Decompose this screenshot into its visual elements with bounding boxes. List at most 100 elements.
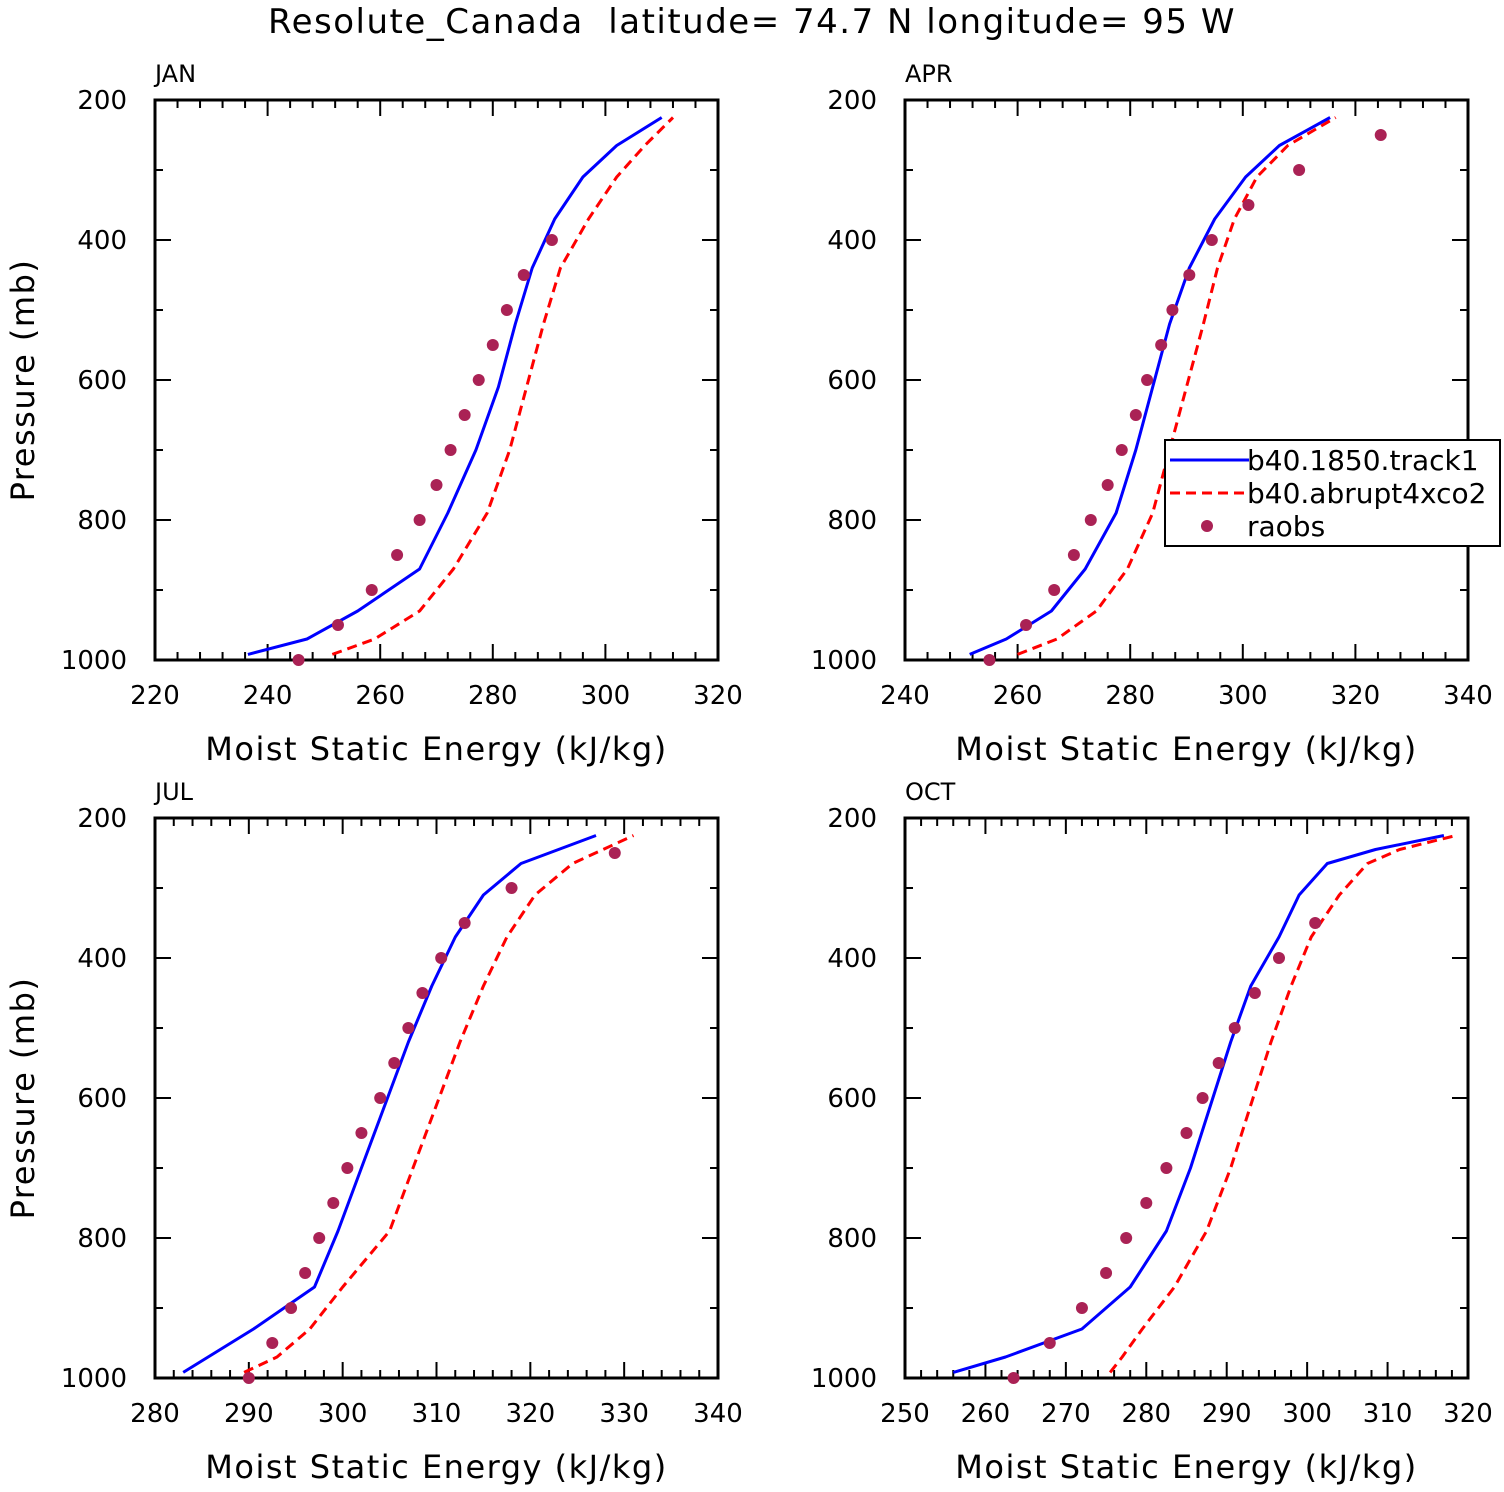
raobs-point xyxy=(1115,444,1128,456)
raobs-point xyxy=(374,1092,387,1104)
y-tick-label: 200 xyxy=(827,804,877,834)
raobs-point xyxy=(292,654,305,666)
x-tick-label: 320 xyxy=(1443,1399,1493,1429)
abrupt-line xyxy=(331,116,675,656)
raobs-point xyxy=(1100,1267,1113,1279)
raobs-point xyxy=(327,1197,340,1209)
raobs-point xyxy=(458,409,471,421)
panel-apr: 240 260 280 300 320 340 200 400 600 800 1000 Moist … xyxy=(811,86,1501,768)
x-tick-label: 260 xyxy=(961,1399,1011,1429)
raobs-point xyxy=(242,1372,255,1384)
x-tick-label: 330 xyxy=(599,1399,649,1429)
y-tick-label: 1000 xyxy=(61,1364,127,1394)
raobs-point xyxy=(266,1337,279,1349)
raobs-point xyxy=(299,1267,312,1279)
x-tick-label: 270 xyxy=(1041,1399,1091,1429)
raobs-point xyxy=(435,952,448,964)
y-tick-label: 600 xyxy=(77,366,127,396)
y-axis-label: Pressure (mb) xyxy=(4,977,42,1220)
x-tick-label: 300 xyxy=(1282,1399,1332,1429)
x-tick-label: 300 xyxy=(318,1399,368,1429)
raobs-point xyxy=(1075,1302,1088,1314)
x-axis-label: Moist Static Energy (kJ/kg) xyxy=(955,730,1417,768)
y-tick-label: 1000 xyxy=(61,646,127,676)
raobs-point xyxy=(1101,479,1114,491)
y-tick-label: 800 xyxy=(827,506,877,536)
x-tick-label: 340 xyxy=(693,1399,743,1429)
raobs-legend-marker xyxy=(1201,520,1213,532)
raobs-point xyxy=(500,304,513,316)
legend-label: raobs xyxy=(1247,510,1325,543)
raobs-point xyxy=(1067,549,1080,561)
x-tick-label: 320 xyxy=(693,681,743,711)
x-tick-label: 220 xyxy=(130,681,180,711)
y-tick-label: 400 xyxy=(827,226,877,256)
raobs-point xyxy=(388,1057,401,1069)
x-tick-label: 310 xyxy=(412,1399,462,1429)
raobs-point xyxy=(1141,374,1154,386)
y-tick-label: 1000 xyxy=(811,646,877,676)
raobs-point xyxy=(1242,199,1255,211)
raobs-point xyxy=(458,917,471,929)
x-tick-label: 240 xyxy=(243,681,293,711)
x-tick-label: 300 xyxy=(1218,681,1268,711)
raobs-point xyxy=(1048,584,1061,596)
plot-frame xyxy=(903,98,1470,662)
x-tick-label: 280 xyxy=(130,1399,180,1429)
raobs-point xyxy=(1166,304,1179,316)
raobs-point xyxy=(1155,339,1168,351)
raobs-point xyxy=(1007,1372,1020,1384)
y-tick-label: 800 xyxy=(827,1224,877,1254)
x-axis-label: Moist Static Energy (kJ/kg) xyxy=(205,1448,667,1486)
raobs-point xyxy=(444,444,457,456)
raobs-point xyxy=(1020,619,1033,631)
y-tick-label: 600 xyxy=(827,1084,877,1114)
raobs-point xyxy=(355,1127,368,1139)
x-axis-label: Moist Static Energy (kJ/kg) xyxy=(205,730,667,768)
plot-frame xyxy=(153,816,720,1380)
raobs-point xyxy=(486,339,499,351)
panel-jan: 220 240 260 280 300 320 200 400 600 800 1000 Moist … xyxy=(4,86,743,768)
panel-label-apr: APR xyxy=(905,60,953,88)
raobs-point xyxy=(1272,952,1285,964)
raobs-point xyxy=(1183,269,1196,281)
x-axis-label: Moist Static Energy (kJ/kg) xyxy=(955,1448,1417,1486)
y-tick-label: 600 xyxy=(827,366,877,396)
raobs-point xyxy=(1248,987,1261,999)
raobs-point xyxy=(1205,234,1218,246)
abrupt-line xyxy=(1017,116,1337,656)
raobs-point xyxy=(1196,1092,1209,1104)
raobs-point xyxy=(983,654,996,666)
x-tick-label: 320 xyxy=(506,1399,556,1429)
x-tick-label: 300 xyxy=(581,681,631,711)
x-tick-label: 260 xyxy=(355,681,405,711)
y-tick-label: 1000 xyxy=(811,1364,877,1394)
raobs-point xyxy=(365,584,378,596)
raobs-point xyxy=(505,882,518,894)
y-tick-label: 400 xyxy=(77,944,127,974)
raobs-point xyxy=(1140,1197,1153,1209)
raobs-point xyxy=(1180,1127,1193,1139)
x-tick-label: 280 xyxy=(1121,1399,1171,1429)
panel-oct: 250 260 270 280 290 300 310 320 200 400 600 800 1000… xyxy=(811,804,1493,1486)
y-tick-label: 200 xyxy=(827,86,877,116)
raobs-point xyxy=(545,234,558,246)
raobs-point xyxy=(313,1232,326,1244)
control-line xyxy=(247,116,663,656)
y-tick-label: 600 xyxy=(77,1084,127,1114)
x-tick-label: 320 xyxy=(1331,681,1381,711)
y-tick-label: 800 xyxy=(77,1224,127,1254)
panel-label-jul: JUL xyxy=(155,778,194,806)
y-axis-label: Pressure (mb) xyxy=(4,259,42,502)
raobs-point xyxy=(1160,1162,1173,1174)
control-line xyxy=(969,116,1331,656)
plot-frame xyxy=(153,98,720,662)
control-line xyxy=(952,834,1445,1374)
panel-jul: 280 290 300 310 320 330 340 200 400 600 800 1000 Moi… xyxy=(4,804,743,1486)
raobs-point xyxy=(413,514,426,526)
control-line xyxy=(182,834,597,1374)
x-tick-label: 250 xyxy=(880,1399,930,1429)
figure-title: Resolute_Canada latitude= 74.7 N longitu… xyxy=(268,2,1236,42)
